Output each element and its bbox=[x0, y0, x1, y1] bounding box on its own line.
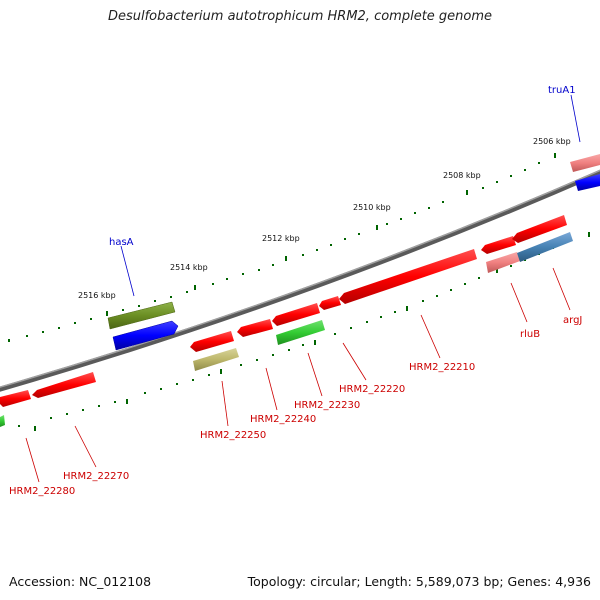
label-leaders bbox=[25, 94, 581, 483]
HRM2_22220-gene-arrow[interactable] bbox=[319, 296, 341, 310]
truA1-pink-feature[interactable] bbox=[570, 154, 600, 172]
accession-text: Accession: NC_012108 bbox=[9, 574, 152, 589]
HRM2_22230-gene-arrow[interactable] bbox=[272, 303, 320, 326]
HRM2_22250-gene-arrow[interactable] bbox=[190, 331, 234, 352]
genome-backbone-highlight bbox=[0, 169, 600, 388]
rluB-gene-arrow[interactable] bbox=[481, 236, 516, 254]
tick-label: 2514 kbp bbox=[170, 263, 208, 272]
gene-label-HRM2_22270[interactable]: HRM2_22270 bbox=[63, 471, 129, 482]
gene-label-HRM2_22220[interactable]: HRM2_22220 bbox=[339, 384, 405, 395]
gene-label-truA1[interactable]: truA1 bbox=[548, 85, 576, 96]
HRM2_22280-gene-arrow[interactable] bbox=[0, 390, 31, 407]
forward-features bbox=[107, 154, 600, 351]
genome-backbone bbox=[0, 169, 600, 392]
rluB-pink-feature[interactable] bbox=[486, 252, 520, 273]
truA1-gene-arrow[interactable] bbox=[575, 174, 600, 191]
gene-label-HRM2_22280[interactable]: HRM2_22280 bbox=[9, 486, 75, 497]
topology-text: Topology: circular; Length: 5,589,073 bp… bbox=[247, 574, 591, 589]
edge-green-feature[interactable] bbox=[0, 415, 5, 427]
HRM2_22240-gene-arrow[interactable] bbox=[237, 319, 273, 337]
tick-label: 2508 kbp bbox=[443, 171, 481, 180]
tick-label: 2512 kbp bbox=[262, 234, 300, 243]
map-title: Desulfobacterium autotrophicum HRM2, com… bbox=[107, 9, 493, 24]
reverse-features bbox=[0, 215, 573, 427]
gene-label-HRM2_22250[interactable]: HRM2_22250 bbox=[200, 430, 266, 441]
hasA-gene-arrow[interactable] bbox=[112, 320, 179, 351]
tick-label: 2510 kbp bbox=[353, 203, 391, 212]
HRM2_22230-green-feature[interactable] bbox=[276, 320, 325, 345]
hasA-olive-feature[interactable] bbox=[107, 301, 176, 330]
outer-tick-track bbox=[8, 153, 556, 342]
argJ-steel-feature[interactable] bbox=[517, 232, 573, 262]
tick-label: 2516 kbp bbox=[78, 291, 116, 300]
gene-label-HRM2_22210[interactable]: HRM2_22210 bbox=[409, 362, 475, 373]
gene-label-hasA[interactable]: hasA bbox=[109, 237, 134, 248]
HRM2_22270-gene-arrow[interactable] bbox=[32, 372, 96, 398]
gene-label-rluB[interactable]: rluB bbox=[520, 329, 540, 340]
gene-label-argJ[interactable]: argJ bbox=[563, 315, 582, 326]
HRM2_22210-gene-arrow[interactable] bbox=[339, 249, 477, 304]
HRM2_22250-khaki-feature[interactable] bbox=[193, 348, 239, 371]
gene-label-HRM2_22240[interactable]: HRM2_22240 bbox=[250, 414, 316, 425]
argJ-gene-arrow[interactable] bbox=[512, 215, 567, 243]
tick-label: 2506 kbp bbox=[533, 137, 571, 146]
gene-label-HRM2_22230[interactable]: HRM2_22230 bbox=[294, 400, 360, 411]
